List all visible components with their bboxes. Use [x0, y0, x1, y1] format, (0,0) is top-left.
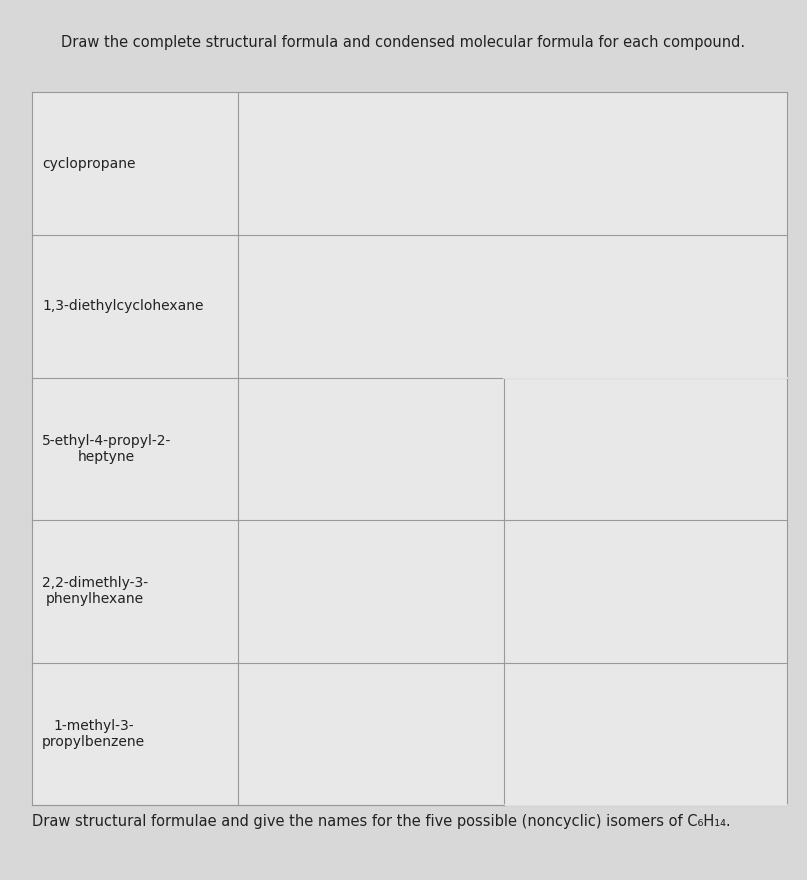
- Bar: [32, 92, 787, 805]
- Text: 1-methyl-3-
propylbenzene: 1-methyl-3- propylbenzene: [42, 719, 145, 749]
- Text: Draw the complete structural formula and condensed molecular formula for each co: Draw the complete structural formula and…: [61, 35, 746, 50]
- Text: 2,2-dimethly-3-
phenylhexane: 2,2-dimethly-3- phenylhexane: [42, 576, 148, 606]
- Text: 5-ethyl-4-propyl-2-
heptyne: 5-ethyl-4-propyl-2- heptyne: [42, 434, 171, 464]
- Text: Draw structural formulae and give the names for the five possible (noncyclic) is: Draw structural formulae and give the na…: [32, 814, 731, 829]
- Text: 1,3-diethylcyclohexane: 1,3-diethylcyclohexane: [42, 299, 203, 313]
- Text: cyclopropane: cyclopropane: [42, 157, 136, 171]
